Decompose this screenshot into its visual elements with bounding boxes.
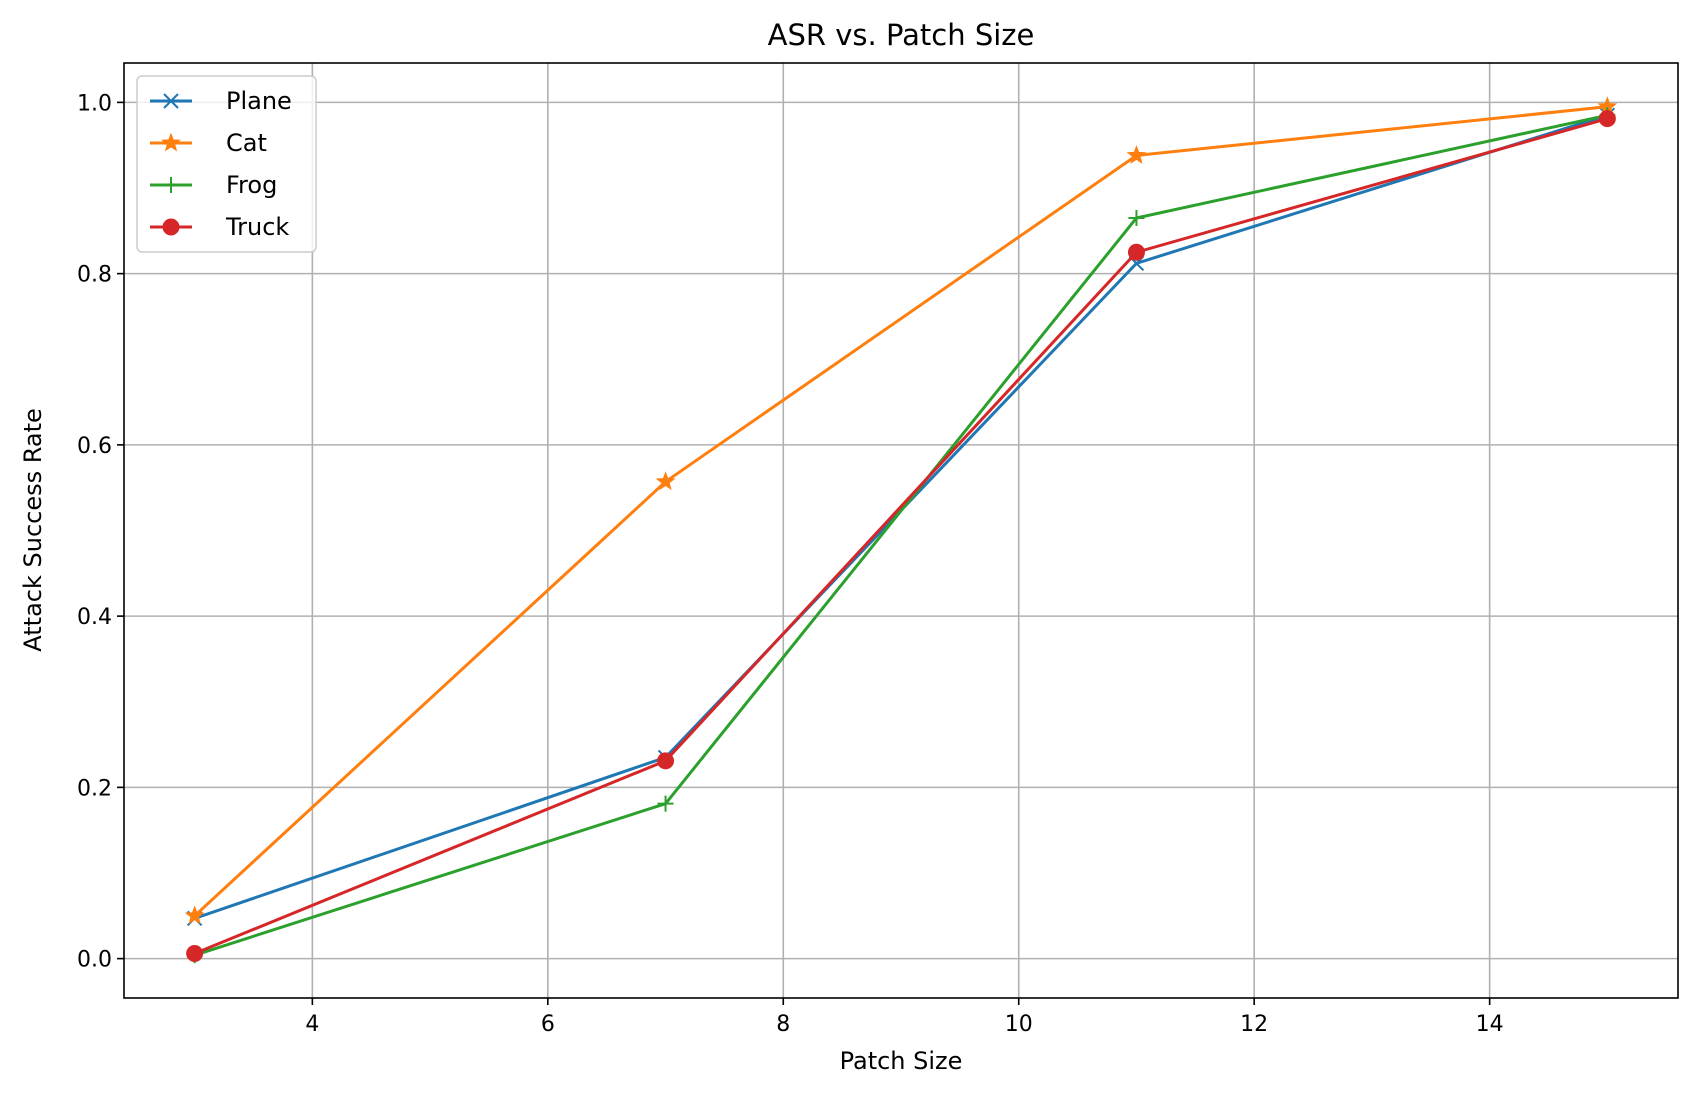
series-layer bbox=[184, 96, 1618, 964]
data-point-truck bbox=[1127, 243, 1145, 261]
series-truck bbox=[186, 110, 1616, 962]
grid bbox=[124, 63, 1678, 998]
y-tick-label: 0.8 bbox=[77, 263, 112, 288]
legend-item-plane: Plane bbox=[150, 87, 292, 115]
legend-item-frog: Frog bbox=[150, 171, 277, 199]
y-tick-label: 0.0 bbox=[77, 948, 112, 973]
data-point-cat bbox=[1126, 145, 1147, 164]
legend-marker-plane bbox=[163, 93, 179, 109]
data-point-truck bbox=[657, 752, 675, 770]
legend: Plane Cat Frog Truck bbox=[136, 75, 317, 253]
data-point-cat bbox=[655, 471, 676, 491]
legend-label-cat: Cat bbox=[226, 129, 267, 157]
series-cat bbox=[184, 96, 1618, 925]
x-tick-label: 4 bbox=[305, 1012, 319, 1037]
plot-frame bbox=[123, 62, 1679, 999]
data-point-frog bbox=[657, 795, 674, 812]
legend-item-truck: Truck bbox=[150, 213, 289, 241]
legend-box bbox=[136, 75, 317, 253]
legend-marker-frog bbox=[163, 177, 179, 193]
x-tick-label: 8 bbox=[776, 1012, 790, 1037]
axis-ticks: 4 6 8 10 12 14 0.0 0.2 0.4 0.6 0.8 1.0 bbox=[77, 91, 1504, 1037]
y-tick-label: 0.6 bbox=[77, 434, 112, 459]
data-point-truck bbox=[1598, 110, 1616, 128]
legend-item-cat: Cat bbox=[150, 129, 267, 157]
y-tick-label: 0.4 bbox=[77, 605, 112, 630]
y-tick-label: 0.2 bbox=[77, 776, 112, 801]
data-point-truck bbox=[186, 944, 204, 962]
x-tick-label: 14 bbox=[1476, 1012, 1504, 1037]
series-line-frog bbox=[192, 113, 1610, 958]
legend-marker-cat bbox=[161, 132, 181, 152]
legend-label-plane: Plane bbox=[226, 87, 292, 115]
legend-marker-truck bbox=[162, 218, 180, 236]
chart-title: ASR vs. Patch Size bbox=[768, 18, 1035, 52]
x-tick-label: 12 bbox=[1240, 1012, 1268, 1037]
y-axis-label: Attack Success Rate bbox=[19, 408, 47, 652]
y-tick-label: 1.0 bbox=[77, 91, 112, 116]
series-line-truck bbox=[192, 116, 1610, 956]
series-line-cat bbox=[192, 105, 1610, 918]
x-tick-label: 10 bbox=[1005, 1012, 1033, 1037]
data-point-cat bbox=[184, 905, 205, 925]
x-axis-label: Patch Size bbox=[840, 1047, 963, 1075]
legend-label-truck: Truck bbox=[225, 213, 289, 241]
data-point-frog bbox=[1128, 209, 1145, 226]
x-tick-label: 6 bbox=[541, 1012, 555, 1037]
legend-label-frog: Frog bbox=[226, 171, 277, 199]
